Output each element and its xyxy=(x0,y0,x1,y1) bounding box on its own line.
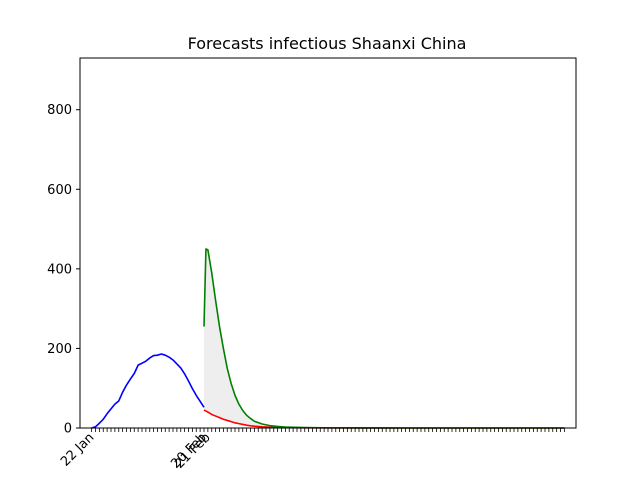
chart-title: Forecasts infectious Shaanxi China xyxy=(188,34,467,53)
forecast-band-layer xyxy=(204,248,565,428)
y-tick-label: 400 xyxy=(47,262,72,277)
y-tick-label: 600 xyxy=(47,183,72,198)
observed-line xyxy=(91,353,205,429)
forecast-band xyxy=(204,248,565,428)
y-tick-label: 800 xyxy=(47,103,72,118)
y-tick-label: 200 xyxy=(47,342,72,357)
axes-frame xyxy=(79,57,577,429)
y-tick-label: 0 xyxy=(64,422,72,437)
y-axis: 0 200 400 600 800 xyxy=(47,103,80,437)
